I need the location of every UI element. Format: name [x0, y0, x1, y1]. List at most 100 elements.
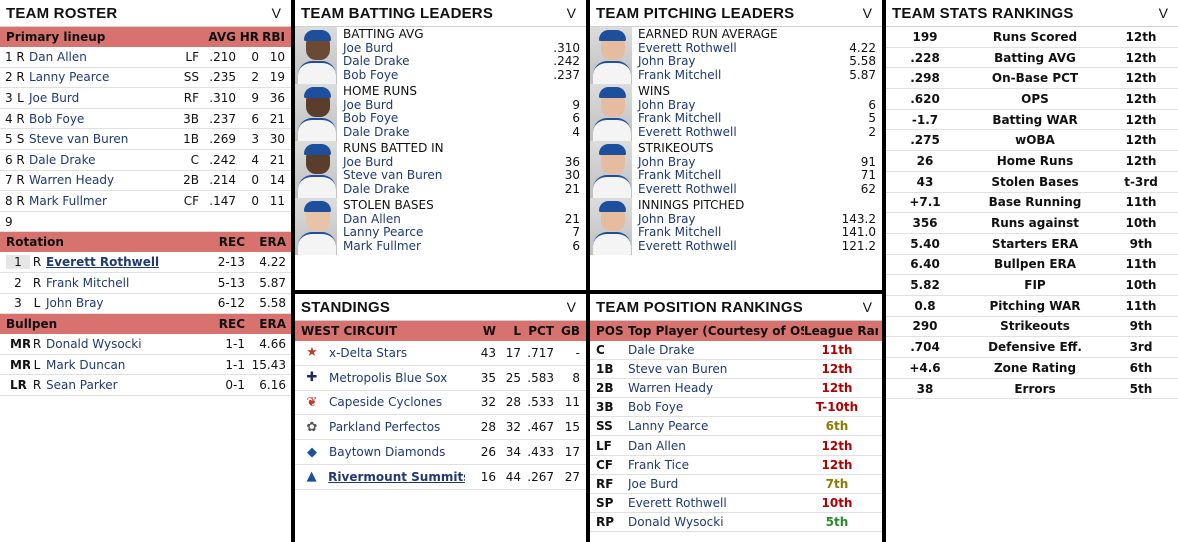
leader-row[interactable]: Dale Drake .242	[343, 54, 580, 69]
player-name[interactable]: Bob Foye	[628, 400, 684, 415]
stat-ranking-row[interactable]: .228 Batting AVG 12th	[886, 48, 1178, 69]
stat-ranking-row[interactable]: 0.8 Pitching WAR 11th	[886, 296, 1178, 317]
team-name[interactable]: Rivermount Summits	[328, 469, 465, 484]
col-rec[interactable]: REC	[218, 235, 245, 250]
leader-row[interactable]: Dale Drake 4	[343, 124, 580, 140]
player-name[interactable]: Everett Rothwell	[46, 255, 160, 270]
stat-ranking-row[interactable]: 26 Home Runs 12th	[886, 151, 1178, 172]
stat-ranking-row[interactable]: 6.40 Bullpen ERA 11th	[886, 255, 1178, 276]
leader-row[interactable]: Bob Foye 6	[343, 111, 580, 126]
player-name[interactable]: Everett Rothwell	[638, 124, 737, 139]
team-name[interactable]: Baytown Diamonds	[329, 445, 446, 460]
leader-row[interactable]: Frank Mitchell 5.87	[638, 67, 876, 83]
player-name[interactable]: Joe Burd	[628, 476, 679, 491]
position-row[interactable]: C Dale Drake 11th	[590, 341, 882, 361]
col-rbi[interactable]: RBI	[262, 30, 285, 44]
standings-row[interactable]: ❦ Capeside Cyclones 32 28 .533 11	[295, 391, 586, 416]
leader-row[interactable]: John Bray 5.58	[638, 54, 876, 69]
rotation-row[interactable]: 3 L John Bray 6-12 5.58	[0, 294, 291, 315]
standings-row[interactable]: ✚ Metropolis Blue Sox 35 25 .583 8	[295, 366, 586, 391]
stat-ranking-row[interactable]: 5.40 Starters ERA 9th	[886, 234, 1178, 255]
lineup-row[interactable]: 2 R Lanny Pearce SS .235 2 19	[0, 68, 291, 89]
player-name[interactable]: Donald Wysocki	[46, 336, 142, 351]
player-name[interactable]: Joe Burd	[343, 97, 394, 112]
lineup-row[interactable]: 3 L Joe Burd RF .310 9 36	[0, 88, 291, 109]
player-name[interactable]: Joe Burd	[343, 40, 394, 55]
lineup-row[interactable]: 5 S Steve van Buren 1B .269 3 30	[0, 129, 291, 150]
player-name[interactable]: John Bray	[638, 211, 696, 226]
leader-row[interactable]: John Bray 6	[638, 98, 876, 113]
position-row[interactable]: RF Joe Burd 7th	[590, 475, 882, 494]
lineup-row[interactable]: 9	[0, 212, 291, 233]
col-w[interactable]: W	[482, 324, 496, 338]
player-name[interactable]: Frank Tice	[628, 457, 689, 472]
col-era[interactable]: ERA	[259, 317, 286, 332]
lineup-row[interactable]: 7 R Warren Heady 2B .214 0 14	[0, 171, 291, 192]
collapse-toggle-icon[interactable]: V	[566, 299, 576, 315]
col-hr[interactable]: HR	[239, 30, 259, 44]
leader-row[interactable]: Joe Burd 36	[343, 154, 580, 170]
position-row[interactable]: 1B Steve van Buren 12th	[590, 360, 882, 380]
bullpen-row[interactable]: LR R Sean Parker 0-1 6.16	[0, 375, 291, 396]
player-name[interactable]: John Bray	[638, 54, 696, 68]
bullpen-row[interactable]: MR L Mark Duncan 1-1 15.43	[0, 355, 291, 376]
player-photo[interactable]	[295, 198, 339, 255]
player-name[interactable]: Joe Burd	[343, 154, 394, 169]
lineup-row[interactable]: 1 R Dan Allen LF .210 0 10	[0, 47, 291, 68]
col-gb[interactable]: GB	[561, 324, 580, 338]
player-photo[interactable]	[295, 27, 339, 84]
team-name[interactable]: x-Delta Stars	[329, 345, 408, 360]
leader-row[interactable]: Everett Rothwell 121.2	[638, 238, 876, 254]
collapse-toggle-icon[interactable]: V	[566, 5, 576, 21]
standings-row[interactable]: ✿ Parkland Perfectos 28 32 .467 15	[295, 415, 586, 441]
rotation-row[interactable]: 1 R Everett Rothwell 2-13 4.22	[0, 252, 291, 273]
player-photo[interactable]	[590, 141, 634, 198]
player-name[interactable]: Dale Drake	[343, 124, 410, 139]
team-name[interactable]: Capeside Cyclones	[329, 395, 443, 410]
player-name[interactable]: Donald Wysocki	[628, 514, 724, 529]
position-row[interactable]: 3B Bob Foye T-10th	[590, 398, 882, 418]
player-name[interactable]: Warren Heady	[29, 173, 115, 188]
lineup-row[interactable]: 6 R Dale Drake C .242 4 21	[0, 150, 291, 171]
player-name[interactable]: Dale Drake	[343, 181, 410, 196]
player-name[interactable]: Bob Foye	[343, 111, 399, 125]
player-photo[interactable]	[590, 84, 634, 141]
collapse-toggle-icon[interactable]: V	[271, 5, 281, 21]
col-avg[interactable]: AVG	[208, 30, 236, 44]
player-name[interactable]: Everett Rothwell	[638, 238, 737, 253]
stat-ranking-row[interactable]: .298 On-Base PCT 12th	[886, 68, 1178, 90]
team-name[interactable]: Parkland Perfectos	[329, 420, 441, 435]
bullpen-row[interactable]: MR R Donald Wysocki 1-1 4.66	[0, 334, 291, 355]
player-name[interactable]: Lanny Pearce	[29, 70, 110, 85]
standings-row[interactable]: ◆ Baytown Diamonds 26 34 .433 17	[295, 440, 586, 465]
leader-row[interactable]: John Bray 143.2	[638, 211, 876, 227]
player-name[interactable]: John Bray	[638, 154, 696, 169]
player-name[interactable]: Bob Foye	[29, 111, 85, 126]
leader-row[interactable]: Joe Burd .310	[343, 40, 580, 56]
stat-ranking-row[interactable]: 43 Stolen Bases t-3rd	[886, 172, 1178, 193]
player-name[interactable]: Everett Rothwell	[628, 495, 727, 510]
leader-row[interactable]: Lanny Pearce 7	[343, 225, 580, 240]
player-name[interactable]: Sean Parker	[46, 378, 118, 393]
stat-ranking-row[interactable]: -1.7 Batting WAR 12th	[886, 110, 1178, 131]
player-name[interactable]: Frank Mitchell	[638, 67, 722, 82]
player-name[interactable]: Mark Fullmer	[343, 238, 421, 253]
player-name[interactable]: Lanny Pearce	[628, 419, 709, 434]
position-row[interactable]: SP Everett Rothwell 10th	[590, 494, 882, 513]
position-row[interactable]: LF Dan Allen 12th	[590, 436, 882, 456]
rotation-row[interactable]: 2 R Frank Mitchell 5-13 5.87	[0, 273, 291, 294]
position-row[interactable]: RP Donald Wysocki 5th	[590, 513, 882, 532]
player-name[interactable]: Frank Mitchell	[638, 168, 722, 182]
player-name[interactable]: Joe Burd	[29, 90, 80, 105]
stat-ranking-row[interactable]: 5.82 FIP 10th	[886, 275, 1178, 296]
leader-row[interactable]: Frank Mitchell 141.0	[638, 225, 876, 240]
position-row[interactable]: CF Frank Tice 12th	[590, 456, 882, 475]
position-row[interactable]: SS Lanny Pearce 6th	[590, 417, 882, 437]
player-name[interactable]: Everett Rothwell	[638, 181, 737, 196]
player-name[interactable]: Frank Mitchell	[46, 275, 130, 290]
leader-row[interactable]: Dale Drake 21	[343, 181, 580, 197]
collapse-toggle-icon[interactable]: V	[862, 5, 872, 21]
col-pos[interactable]: POS	[596, 324, 624, 338]
player-name[interactable]: Steve van Buren	[628, 362, 728, 377]
player-name[interactable]: Mark Duncan	[46, 357, 126, 372]
